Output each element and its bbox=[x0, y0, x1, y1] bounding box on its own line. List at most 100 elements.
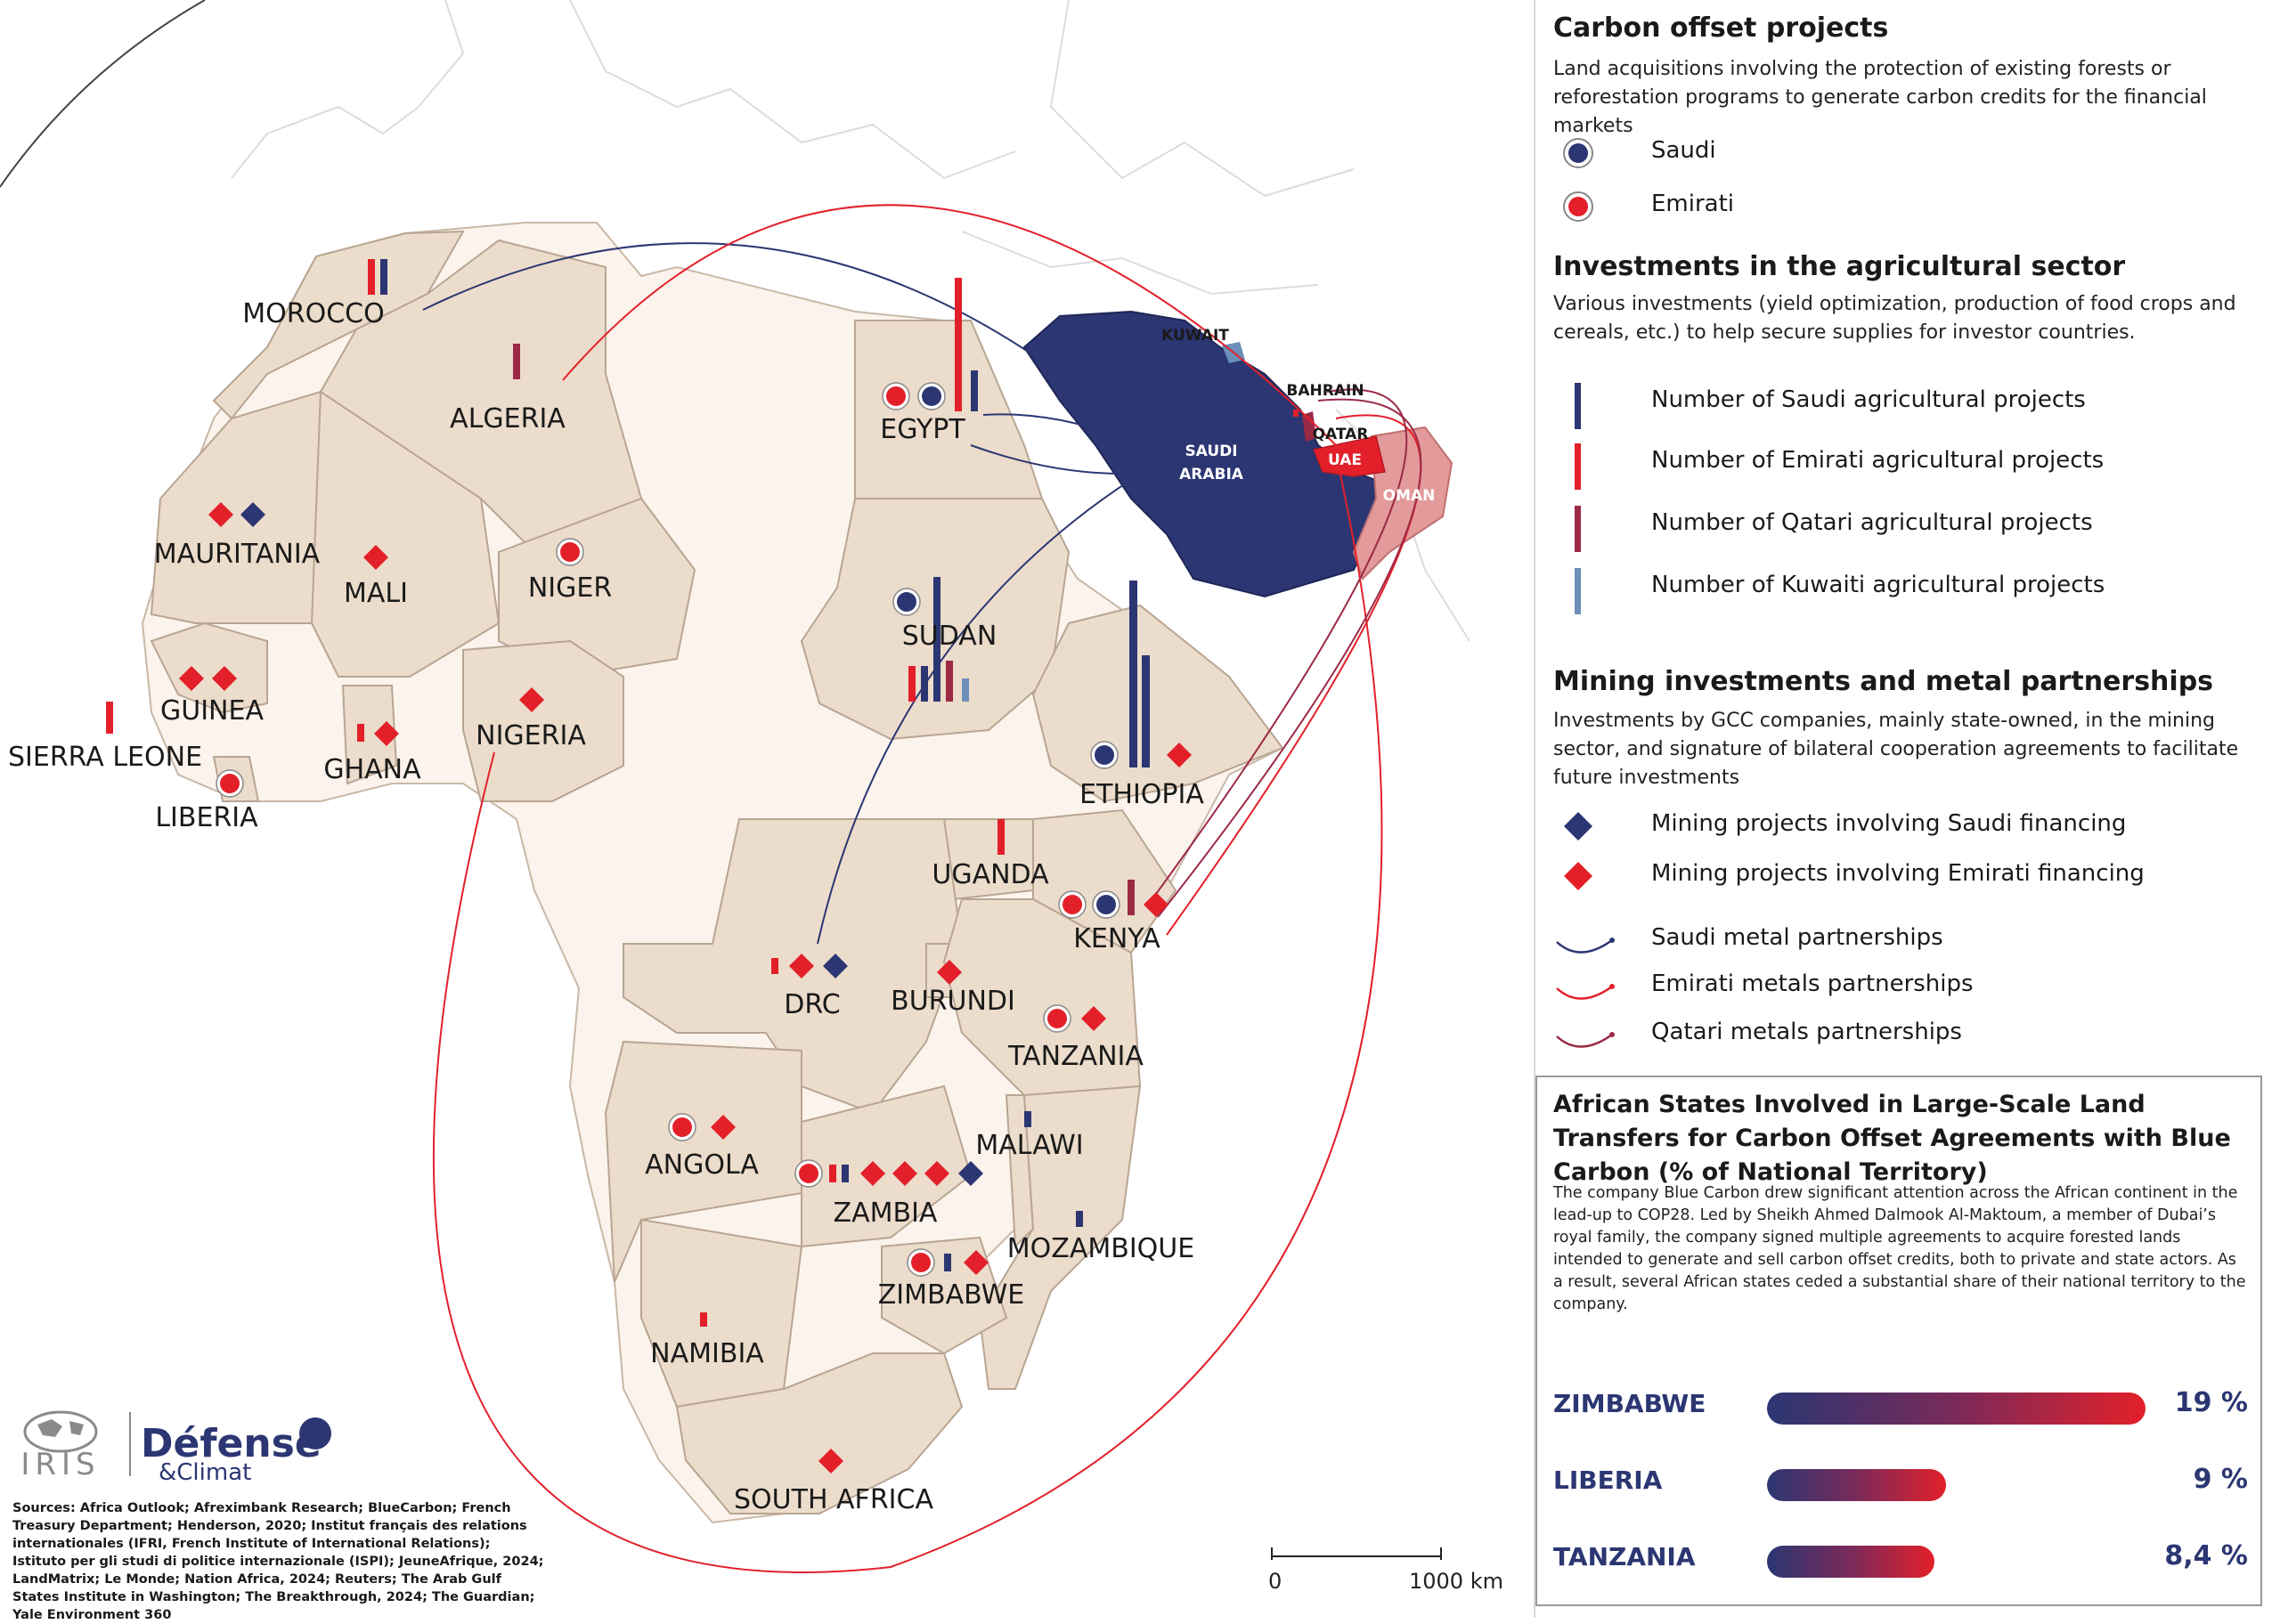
bar-fill bbox=[1767, 1546, 1934, 1578]
label-niger: NIGER bbox=[528, 572, 612, 604]
bar-row-tanzania: TANZANIA 8,4 % bbox=[1553, 1537, 2248, 1581]
metal-partnership-arcs bbox=[422, 204, 1422, 1573]
legend-emirati-metal: Emirati metals partnerships bbox=[1553, 967, 2266, 1006]
label-kuwait: KUWAIT bbox=[1161, 327, 1229, 345]
globe-icon bbox=[23, 1410, 98, 1453]
bar-value: 19 % bbox=[2174, 1387, 2248, 1418]
logo-block: IRIS Défense &Climat bbox=[16, 1401, 337, 1486]
blue-carbon-title: African States Involved in Large-Scale L… bbox=[1553, 1091, 2231, 1186]
country-egypt-shape bbox=[854, 320, 1044, 499]
qatari-bar-icon bbox=[1575, 506, 1581, 552]
mining-diamond-burundi bbox=[937, 960, 962, 985]
mining-diamond-south-africa bbox=[818, 1449, 843, 1474]
saudi-bar-icon bbox=[1575, 383, 1581, 429]
label-saudi-line1: SAUDI bbox=[1185, 443, 1237, 460]
saudi-circle-icon bbox=[1563, 138, 1593, 168]
country-south-africa-shape bbox=[675, 1352, 964, 1514]
label-burundi: BURUNDI bbox=[891, 986, 1015, 1017]
label-morocco: MOROCCO bbox=[242, 298, 384, 329]
gulf-labels: KUWAIT BAHRAIN QATAR UAE OMAN SAUDI ARAB… bbox=[1161, 327, 1435, 505]
map-symbols bbox=[106, 259, 1192, 1474]
agri-bars-ethiopia bbox=[1129, 581, 1150, 767]
carbon-circle-liberia bbox=[216, 769, 244, 798]
bahrain-shape bbox=[1293, 410, 1299, 417]
label-ghana: GHANA bbox=[323, 754, 421, 785]
country-ethiopia-shape bbox=[1031, 604, 1284, 803]
logo-graphic: IRIS Défense &Climat bbox=[20, 1410, 331, 1486]
country-namibia-shape bbox=[640, 1218, 803, 1409]
country-guinea-shape bbox=[150, 621, 268, 714]
bar-row-liberia: LIBERIA 9 % bbox=[1553, 1460, 2248, 1505]
label-angola: ANGOLA bbox=[645, 1149, 759, 1181]
country-mali-shape bbox=[310, 390, 501, 678]
zimbabwe-symbols bbox=[907, 1248, 989, 1277]
emirati-diamond-icon bbox=[1564, 862, 1592, 890]
emirati-arc-icon bbox=[1556, 984, 1615, 1000]
emirati-circle-icon bbox=[1563, 191, 1593, 222]
angola-symbols bbox=[668, 1113, 736, 1141]
agri-bar-namibia bbox=[700, 1312, 707, 1327]
agri-bar-sierra-leone bbox=[106, 702, 113, 734]
scale-zero: 0 bbox=[1268, 1569, 1282, 1594]
saudi-diamond-icon bbox=[1564, 812, 1592, 840]
label-saudi-line2: ARABIA bbox=[1179, 466, 1244, 483]
country-morocco-shape bbox=[212, 230, 465, 420]
carbon-circle-niger bbox=[556, 538, 584, 566]
label-ethiopia: ETHIOPIA bbox=[1079, 779, 1204, 810]
mining-desc: Investments by GCC companies, mainly sta… bbox=[1553, 710, 2239, 789]
logo-climat: &Climat bbox=[159, 1459, 251, 1482]
mining-diamonds-guinea bbox=[179, 666, 237, 691]
agri-bar-malawi bbox=[1024, 1111, 1031, 1127]
agri-bars-sudan-full bbox=[908, 577, 969, 702]
bar-value: 9 % bbox=[2193, 1464, 2248, 1495]
country-niger-shape bbox=[498, 497, 696, 678]
bar-country: LIBERIA bbox=[1553, 1466, 1663, 1495]
qatar-shape bbox=[1302, 411, 1316, 442]
country-mozambique-shape bbox=[978, 1084, 1142, 1390]
label-bahrain: BAHRAIN bbox=[1286, 382, 1364, 400]
label-uae: UAE bbox=[1328, 451, 1362, 469]
label-oman: OMAN bbox=[1383, 487, 1436, 505]
label-namibia: NAMIBIA bbox=[650, 1338, 764, 1369]
label-kenya: KENYA bbox=[1073, 923, 1160, 954]
logo-defense: Défense bbox=[141, 1421, 322, 1466]
country-ghana-shape bbox=[341, 685, 398, 785]
carbon-title: Carbon offset projects bbox=[1553, 12, 1889, 44]
label-mozambique: MOZAMBIQUE bbox=[1007, 1233, 1194, 1264]
label-south-africa: SOUTH AFRICA bbox=[734, 1484, 933, 1515]
country-nigeria-shape bbox=[462, 639, 624, 802]
label-drc: DRC bbox=[784, 989, 840, 1020]
legend-emirati-agri: Number of Emirati agricultural projects bbox=[1553, 443, 2266, 490]
qatari-metal-arc-kenya2 bbox=[1148, 388, 1408, 905]
agri-bar-uganda bbox=[998, 819, 1005, 855]
emirati-bar-icon bbox=[1575, 443, 1581, 490]
mining-diamond-mali bbox=[363, 545, 388, 570]
ethiopia-symbols bbox=[1090, 741, 1192, 769]
label-zambia: ZAMBIA bbox=[834, 1198, 938, 1229]
ghana-symbols bbox=[357, 721, 399, 746]
label-algeria: ALGERIA bbox=[450, 403, 566, 434]
qatari-arc-icon bbox=[1556, 1032, 1615, 1048]
agri-title: Investments in the agricultural sector bbox=[1553, 251, 2126, 282]
legend-emirati-carbon: Emirati bbox=[1553, 187, 2266, 226]
scale-max: 1000 km bbox=[1409, 1569, 1503, 1594]
scale-bar: 0 1000 km bbox=[1268, 1547, 1503, 1594]
sources: Sources: Africa Outlook; Afreximbank Res… bbox=[12, 1501, 544, 1622]
bar-value: 8,4 % bbox=[2164, 1540, 2248, 1571]
legend-kuwaiti-agri: Number of Kuwaiti agricultural projects bbox=[1553, 568, 2266, 614]
label-mauritania: MAURITANIA bbox=[154, 539, 321, 570]
carbon-circle-sudan bbox=[892, 588, 921, 616]
agri-bars-algeria bbox=[513, 344, 520, 379]
uae-shape bbox=[1312, 435, 1386, 477]
label-mali: MALI bbox=[344, 578, 408, 609]
saudi-arc-icon bbox=[1556, 938, 1615, 954]
agri-bars-morocco bbox=[368, 259, 387, 295]
agri-desc: Various investments (yield optimization,… bbox=[1553, 293, 2236, 344]
carbon-circles-egypt bbox=[882, 382, 946, 410]
legend-saudi-mining: Mining projects involving Saudi financin… bbox=[1553, 807, 2266, 846]
label-qatar: QATAR bbox=[1313, 426, 1369, 443]
saudi-metal-arc-morocco bbox=[422, 242, 1159, 455]
label-sudan: SUDAN bbox=[902, 621, 998, 652]
country-zambia-shape bbox=[801, 1084, 973, 1248]
